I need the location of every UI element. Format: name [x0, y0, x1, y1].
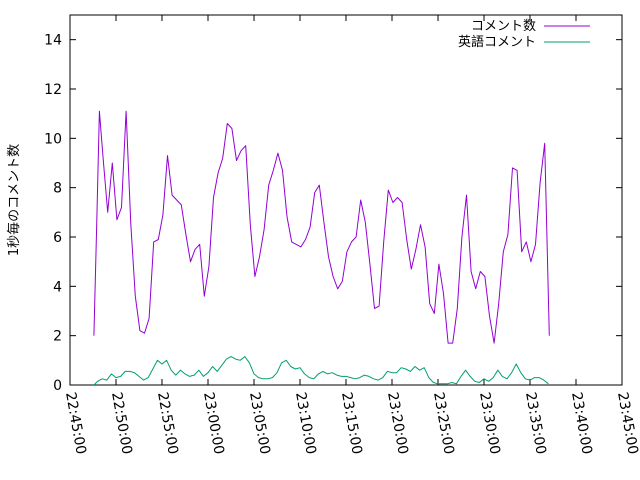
y-axis-title: 1秒毎のコメント数 — [6, 144, 22, 256]
legend-label-0: コメント数 — [471, 19, 536, 34]
y-tick-label: 8 — [53, 181, 62, 197]
x-tick-label: 23:10:00 — [292, 391, 319, 456]
x-tick-label: 23:05:00 — [246, 391, 273, 456]
legend-label-1: 英語コメント — [458, 34, 536, 50]
x-tick-label: 23:25:00 — [430, 391, 457, 456]
y-tick-label: 4 — [53, 279, 62, 295]
y-tick-label: 0 — [53, 378, 62, 394]
y-tick-label: 12 — [44, 82, 62, 98]
y-tick-label: 6 — [53, 230, 62, 246]
x-tick-label: 23:40:00 — [568, 391, 595, 456]
x-tick-label: 23:00:00 — [200, 391, 227, 456]
x-axis: 22:45:00 22:50:00 22:55:00 23:00:00 23:05:00… — [62, 15, 640, 456]
x-tick-label: 23:35:00 — [522, 391, 549, 456]
x-tick-label: 22:50:00 — [108, 391, 135, 456]
x-tick-label: 22:55:00 — [154, 391, 181, 456]
series-line-0 — [93, 110, 550, 344]
series-line-1 — [93, 356, 549, 386]
y-tick-label: 10 — [44, 131, 62, 147]
x-tick-label: 23:15:00 — [338, 391, 365, 456]
x-tick-label: 23:45:00 — [614, 391, 640, 456]
legend: コメント数 英語コメント — [458, 19, 590, 50]
y-tick-label: 2 — [53, 329, 62, 345]
series-group — [93, 110, 550, 386]
x-tick-label: 23:20:00 — [384, 391, 411, 456]
y-axis: 0 2 4 6 8 10 12 14 — [44, 33, 622, 394]
x-tick-label: 22:45:00 — [62, 391, 89, 456]
x-tick-label: 23:30:00 — [476, 391, 503, 456]
y-tick-label: 14 — [44, 33, 62, 49]
